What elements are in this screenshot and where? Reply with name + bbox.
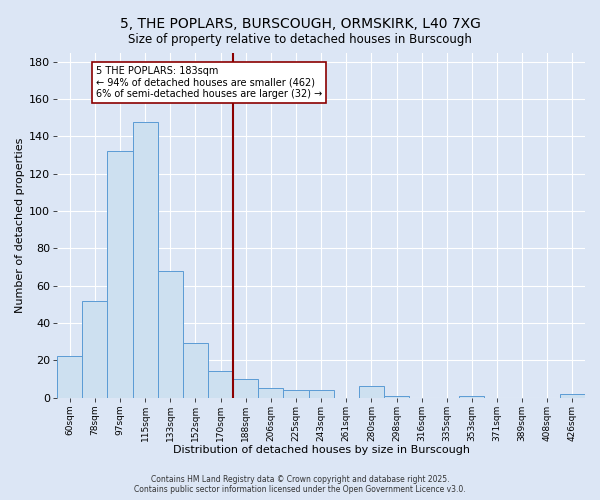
Bar: [258, 388, 283, 398]
Bar: [460, 396, 484, 398]
X-axis label: Distribution of detached houses by size in Burscough: Distribution of detached houses by size …: [173, 445, 470, 455]
Bar: [283, 390, 308, 398]
Bar: [57, 356, 82, 398]
Bar: [183, 344, 208, 398]
Bar: [208, 372, 233, 398]
Text: 5, THE POPLARS, BURSCOUGH, ORMSKIRK, L40 7XG: 5, THE POPLARS, BURSCOUGH, ORMSKIRK, L40…: [119, 18, 481, 32]
Bar: [107, 152, 133, 398]
Text: 5 THE POPLARS: 183sqm
← 94% of detached houses are smaller (462)
6% of semi-deta: 5 THE POPLARS: 183sqm ← 94% of detached …: [96, 66, 322, 99]
Bar: [308, 390, 334, 398]
Bar: [158, 270, 183, 398]
Text: Size of property relative to detached houses in Burscough: Size of property relative to detached ho…: [128, 32, 472, 46]
Text: Contains HM Land Registry data © Crown copyright and database right 2025.
Contai: Contains HM Land Registry data © Crown c…: [134, 474, 466, 494]
Bar: [560, 394, 585, 398]
Bar: [359, 386, 384, 398]
Bar: [133, 122, 158, 398]
Bar: [233, 379, 258, 398]
Bar: [82, 300, 107, 398]
Bar: [384, 396, 409, 398]
Y-axis label: Number of detached properties: Number of detached properties: [15, 138, 25, 312]
